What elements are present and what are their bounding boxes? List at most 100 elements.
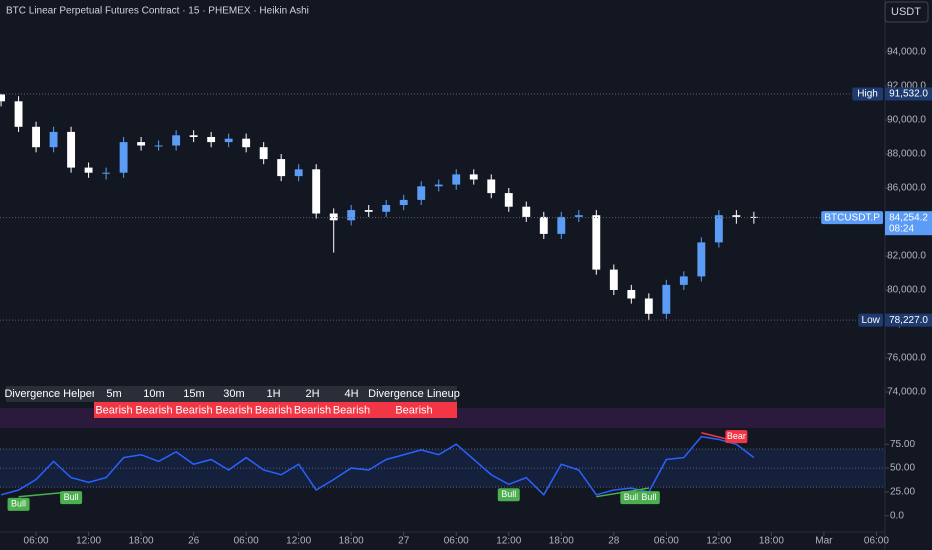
- x-tick-label: 26: [188, 536, 200, 547]
- chart-title: BTC Linear Perpetual Futures Contract · …: [6, 6, 309, 17]
- candle-body: [14, 101, 23, 127]
- x-tick-label: 06:00: [24, 536, 49, 547]
- table-value: Bearish: [333, 404, 370, 416]
- annotation: Bull: [501, 489, 516, 499]
- marker-label: Low: [862, 315, 881, 326]
- candle-body: [679, 276, 688, 285]
- y-tick-label: 75.00: [890, 439, 915, 450]
- candle-body: [67, 131, 76, 168]
- table-cell: [254, 402, 293, 418]
- candle-body: [487, 179, 496, 194]
- table-header: 4H: [344, 388, 358, 400]
- candle-body: [574, 215, 583, 217]
- candle-body: [382, 204, 391, 212]
- y-tick-label: 92,000.0: [887, 81, 926, 92]
- currency-button[interactable]: [884, 1, 929, 23]
- annotation: Bull: [11, 499, 26, 509]
- x-tick-label: 12:00: [76, 536, 101, 547]
- y-tick-label: 80,000.0: [887, 285, 926, 296]
- table-cell: [94, 402, 134, 418]
- table-header: Divergence Helper: [4, 388, 95, 400]
- x-tick-label: 18:00: [339, 536, 364, 547]
- table-header: 15m: [183, 388, 204, 400]
- annotation-box: [7, 497, 30, 511]
- table-header-cell: [94, 386, 134, 402]
- y-tick-label: 74,000.0: [887, 387, 926, 398]
- marker-label: High: [857, 89, 878, 100]
- table-value: Bearish: [294, 404, 331, 416]
- currency[interactable]: USDT: [891, 6, 921, 18]
- rsi-line: [0, 435, 755, 497]
- candle-body: [714, 215, 723, 243]
- marker-label: BTCUSDT.P: [824, 212, 880, 223]
- countdown: 08:24: [889, 223, 914, 234]
- candle-body: [84, 167, 93, 173]
- candle-body: [364, 210, 373, 212]
- candle-body: [49, 131, 58, 148]
- candle-body: [242, 138, 251, 148]
- candle-body: [452, 174, 461, 185]
- candle-body: [207, 137, 216, 143]
- candle-body: [224, 138, 233, 143]
- candle-body: [399, 199, 408, 205]
- table-header: 2H: [305, 388, 319, 400]
- candle-body: [539, 216, 548, 234]
- candle-body: [434, 184, 443, 187]
- x-tick-label: 12:00: [286, 536, 311, 547]
- table-value: Bearish: [215, 404, 252, 416]
- annotation-box: [637, 491, 660, 505]
- candle-body: [172, 135, 181, 146]
- candle-body: [592, 215, 601, 270]
- marker-value: 91,532.0: [889, 89, 928, 100]
- annotation-box: [497, 488, 520, 502]
- table-header: 10m: [143, 388, 164, 400]
- table-cell: [174, 402, 214, 418]
- annotation: Bull: [64, 492, 79, 502]
- table-cell: [371, 402, 457, 418]
- y-tick-label: 88,000.0: [887, 149, 926, 160]
- candle-body: [154, 145, 163, 147]
- y-tick-label: 86,000.0: [887, 183, 926, 194]
- x-tick-label: 06:00: [234, 536, 259, 547]
- candle-body: [32, 126, 41, 148]
- table-value: Bearish: [175, 404, 212, 416]
- table-cell: [293, 402, 332, 418]
- candle-body: [0, 94, 5, 102]
- candle-body: [662, 284, 671, 314]
- candle-body: [522, 206, 531, 217]
- candle-body: [189, 135, 198, 138]
- x-tick-label: 06:00: [444, 536, 469, 547]
- candle-body: [294, 169, 303, 177]
- marker-value: 84,254.2: [889, 212, 928, 223]
- table-header: 5m: [106, 388, 121, 400]
- table-header-cell: [214, 386, 254, 402]
- annotation: Bear: [727, 431, 746, 441]
- candle-body: [627, 289, 636, 299]
- table-value: Bearish: [255, 404, 292, 416]
- table-header-cell: [254, 386, 293, 402]
- x-tick-label: Mar: [815, 536, 833, 547]
- y-tick-label: 0.0: [890, 510, 904, 521]
- table-cell: [332, 402, 371, 418]
- x-tick-label: 28: [608, 536, 620, 547]
- table-header-cell: [293, 386, 332, 402]
- candle-body: [119, 142, 128, 173]
- table-cell: [134, 402, 174, 418]
- x-tick-label: 18:00: [549, 536, 574, 547]
- candle-body: [312, 169, 321, 214]
- marker-label-box: [852, 87, 883, 101]
- table-cell: [214, 402, 254, 418]
- marker-label-box: [858, 313, 883, 327]
- candle-body: [732, 215, 741, 217]
- candle-body: [259, 147, 268, 160]
- table-value: Bearish: [135, 404, 172, 416]
- annotation-box: [60, 491, 83, 505]
- x-tick-label: 12:00: [496, 536, 521, 547]
- candle-body: [557, 216, 566, 234]
- table-header-cell: [6, 386, 94, 402]
- candle-body: [417, 186, 426, 200]
- marker-label-box: [821, 211, 883, 225]
- table-header: 1H: [266, 388, 280, 400]
- candle-body: [609, 269, 618, 290]
